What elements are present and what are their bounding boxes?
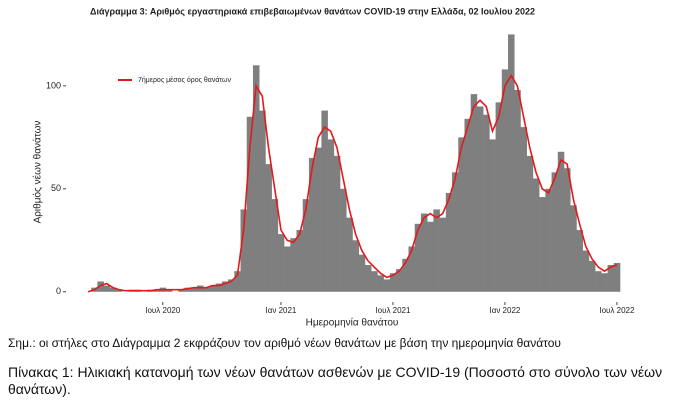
bar: [109, 287, 117, 292]
bar: [153, 289, 160, 292]
bar: [246, 116, 254, 292]
bar: [396, 269, 403, 292]
bar: [308, 157, 316, 292]
bar: [389, 273, 397, 292]
bar: [501, 69, 509, 292]
bar: [234, 271, 241, 292]
bar: [196, 285, 204, 292]
bar: [333, 155, 341, 292]
x-tick-label: Ιαν 2022: [489, 306, 520, 315]
bar: [358, 254, 366, 292]
bar: [103, 285, 111, 292]
bar: [489, 139, 496, 292]
bar: [539, 197, 546, 292]
bar: [340, 188, 347, 292]
bar: [377, 275, 384, 292]
bar: [582, 250, 590, 292]
bar: [184, 287, 192, 292]
bar: [557, 151, 565, 292]
bar: [520, 127, 527, 292]
bar: [433, 209, 440, 292]
bar: [551, 172, 559, 292]
x-tick-label: Ιουλ 2021: [375, 306, 411, 315]
bar: [302, 199, 310, 292]
bar: [402, 258, 409, 292]
bar: [483, 114, 490, 292]
legend-label: 7ήμερος μέσος όρος θανάτων: [138, 76, 232, 84]
bar: [284, 246, 291, 292]
bar: [514, 90, 521, 292]
bar: [352, 240, 360, 292]
bar: [221, 281, 229, 292]
bar: [476, 106, 484, 292]
bar: [265, 164, 272, 292]
bar: [116, 289, 123, 292]
y-axis-label: Αριθμός νέων θανάτων: [32, 121, 44, 224]
bar: [595, 271, 602, 292]
bar: [190, 287, 198, 292]
bar: [364, 265, 372, 292]
bar: [508, 34, 515, 292]
bar: [277, 234, 285, 292]
bar: [203, 287, 210, 292]
x-tick-label: Ιουλ 2022: [599, 306, 635, 315]
chart-title: Διάγραμμα 3: Αριθμός εργαστηριακά επιβεβ…: [90, 6, 535, 16]
y-tick-label: 0: [56, 286, 61, 296]
bar: [588, 260, 596, 292]
bar: [470, 94, 478, 292]
bar: [420, 213, 428, 292]
bar: [464, 118, 471, 292]
bar: [252, 65, 260, 292]
bar: [445, 192, 453, 292]
bar: [414, 223, 422, 292]
caption: Πίνακας 1: Ηλικιακή κατανομή των νέων θα…: [8, 364, 663, 397]
bar: [97, 281, 104, 292]
bar: [408, 246, 416, 292]
bar: [178, 289, 185, 292]
bar: [371, 271, 378, 292]
bar: [427, 221, 434, 292]
bar: [545, 188, 552, 292]
bar: [601, 273, 608, 292]
bar: [240, 209, 248, 292]
bar: [346, 217, 353, 292]
y-tick-label: 100: [46, 80, 61, 90]
bar: [165, 289, 173, 292]
bar: [327, 139, 335, 292]
bar: [290, 238, 297, 292]
y-tick-label: 50: [51, 183, 61, 193]
bar: [576, 230, 583, 292]
line: [87, 74, 618, 293]
bar: [458, 137, 465, 292]
x-tick-label: Ιουλ 2020: [145, 306, 181, 315]
bar: [271, 199, 279, 292]
chart: Διάγραμμα 3: Αριθμός εργαστηριακά επιβεβ…: [32, 6, 635, 329]
x-tick-label: Ιαν 2021: [266, 306, 297, 315]
bar: [321, 110, 328, 292]
bar: [452, 172, 459, 292]
bar: [296, 230, 304, 292]
bar: [315, 147, 322, 292]
bar: [215, 283, 223, 292]
bar: [228, 279, 235, 292]
bar: [495, 102, 503, 292]
bar: [570, 205, 577, 292]
note: Σημ.: οι στήλες στο Διάγραμμα 2 εκφράζου…: [8, 336, 561, 350]
bar: [613, 262, 621, 292]
bar: [383, 279, 391, 292]
bar: [532, 178, 540, 292]
bar: [564, 168, 571, 292]
bar: [439, 217, 447, 292]
bar: [607, 265, 615, 292]
x-axis-label: Ημερομηνία θανάτου: [306, 317, 399, 329]
bar: [259, 110, 266, 292]
bar: [526, 155, 534, 292]
bar: [209, 285, 216, 292]
